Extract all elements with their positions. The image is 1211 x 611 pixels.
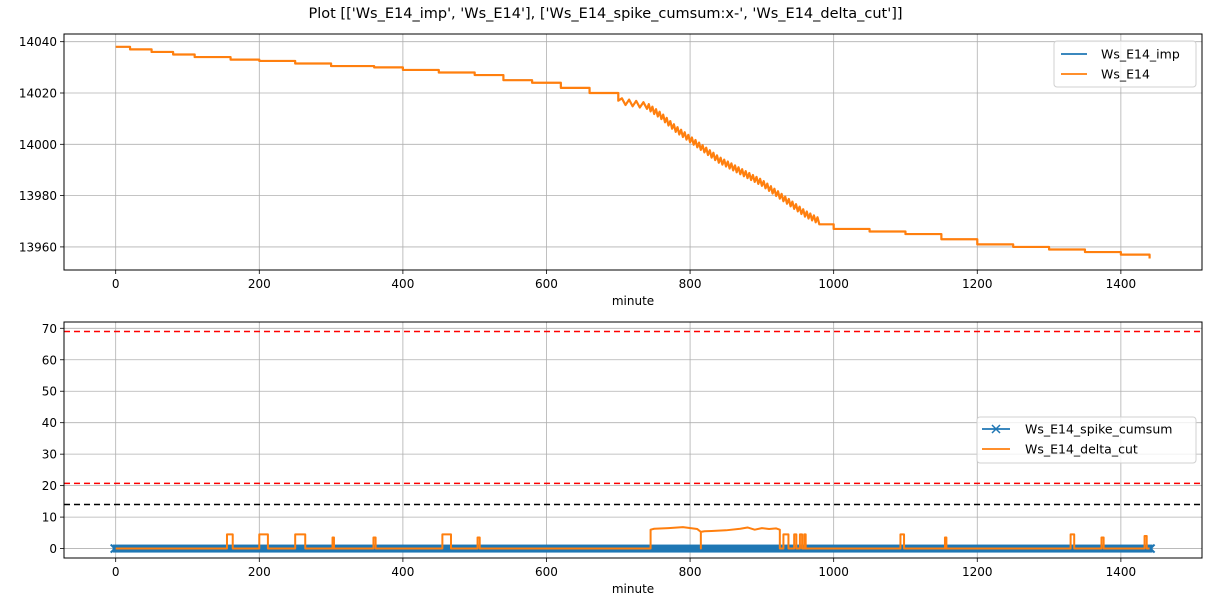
x-tick-label: 200 [248, 565, 271, 579]
y-tick-label: 13960 [19, 240, 57, 254]
x-tick-label: 1000 [818, 277, 849, 291]
y-tick-label: 10 [42, 511, 57, 525]
series-line-Ws_E14_imp [115, 46, 1151, 259]
legend-label: Ws_E14_spike_cumsum [1025, 422, 1172, 437]
y-tick-label: 14000 [19, 138, 57, 152]
legend-label: Ws_E14 [1101, 67, 1150, 82]
x-tick-label: 800 [679, 565, 702, 579]
x-tick-label: 200 [248, 277, 271, 291]
series-line-Ws_E14_delta_cut [115, 526, 1150, 550]
legend-box [1053, 40, 1197, 88]
y-tick-label: 20 [42, 479, 57, 493]
series-line-Ws_E14 [115, 45, 1151, 259]
x-axis-label: minute [612, 294, 654, 308]
legend-top: Ws_E14_imp Ws_E14 [1053, 40, 1197, 88]
figure-title: Plot [['Ws_E14_imp', 'Ws_E14'], ['Ws_E14… [308, 6, 903, 22]
y-tick-label: 14020 [19, 87, 57, 101]
y-tick-label: 50 [42, 385, 57, 399]
x-tick-label: 1400 [1106, 277, 1137, 291]
x-axis-label: minute [612, 582, 654, 596]
legend-box [976, 416, 1197, 464]
x-tick-label: 1400 [1106, 565, 1137, 579]
y-tick-label: 40 [42, 416, 57, 430]
x-tick-label: 0 [112, 277, 120, 291]
y-tick-label: 70 [42, 322, 57, 336]
x-marker-icon [109, 543, 1156, 554]
top-subplot: 0 200 400 600 800 1000 1200 1400 13960 13980 14000… [19, 33, 1203, 308]
y-tick-label: 13980 [19, 189, 57, 203]
x-tick-label: 600 [535, 565, 558, 579]
x-tick-label: 400 [391, 565, 414, 579]
x-marker-icon [991, 424, 1001, 434]
y-tick-label: 0 [49, 542, 57, 556]
x-tick-label: 800 [679, 277, 702, 291]
x-tick-label: 0 [112, 565, 120, 579]
y-tick-label: 60 [42, 353, 57, 367]
x-tick-label: 600 [535, 277, 558, 291]
x-tick-label: 1000 [818, 565, 849, 579]
y-tick-label: 30 [42, 448, 57, 462]
x-tick-label: 1200 [962, 565, 993, 579]
legend-label: Ws_E14_delta_cut [1025, 442, 1138, 457]
y-tick-label: 14040 [19, 35, 57, 49]
x-tick-label: 400 [391, 277, 414, 291]
legend-label: Ws_E14_imp [1101, 47, 1180, 62]
axes-frame [63, 33, 1203, 271]
x-tick-label: 1200 [962, 277, 993, 291]
bottom-subplot: 0 200 400 600 800 1000 1200 1400 0 10 20 30 40 50 60 70… [42, 321, 1203, 596]
axes-frame [63, 321, 1203, 559]
legend-bottom: Ws_E14_spike_cumsum Ws_E14_delta_cut [976, 416, 1197, 464]
